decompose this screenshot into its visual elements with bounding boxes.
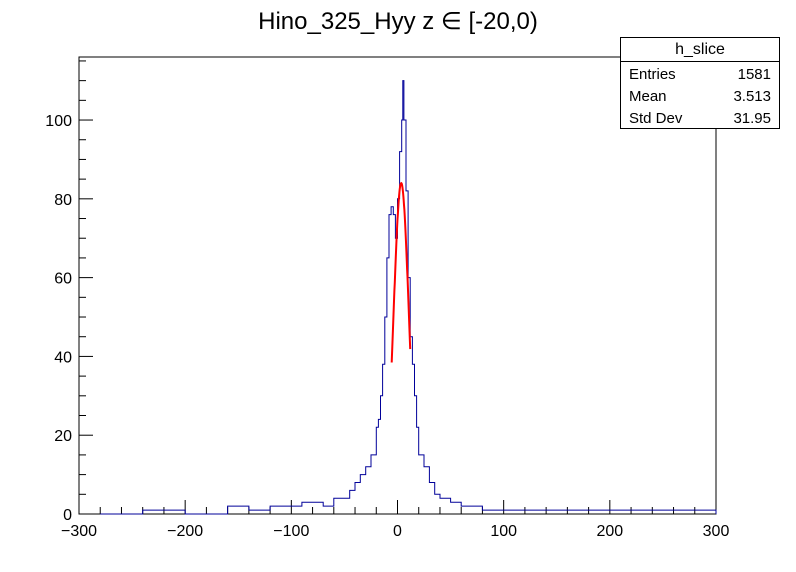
x-tick-label: 200 xyxy=(596,523,623,540)
stats-entries-value: 1581 xyxy=(737,66,771,83)
stats-title: h_slice xyxy=(621,38,779,62)
stats-stddev-value: 31.95 xyxy=(733,110,771,127)
series-layer xyxy=(100,80,717,515)
y-axis: 0 20 40 60 80 100 xyxy=(45,60,93,524)
stats-row-mean: Mean 3.513 xyxy=(629,86,771,108)
y-tick-label: 20 xyxy=(54,428,72,445)
x-tick-label: −200 xyxy=(167,523,203,540)
stats-mean-value: 3.513 xyxy=(733,88,771,105)
x-axis: −300 −200 −100 0 100 200 300 xyxy=(61,500,729,540)
y-tick-label: 0 xyxy=(63,507,72,524)
stats-mean-label: Mean xyxy=(629,88,667,105)
stats-entries-label: Entries xyxy=(629,66,676,83)
y-tick-label: 100 xyxy=(45,113,72,130)
chart-title: Hino_325_Hyy z ∈ [-20,0) xyxy=(258,8,538,35)
gaussian-fit-curve xyxy=(390,181,412,363)
stats-box: h_slice Entries 1581 Mean 3.513 Std Dev … xyxy=(620,37,780,129)
x-tick-label: 300 xyxy=(703,523,730,540)
histogram-series xyxy=(100,80,717,515)
y-tick-label: 80 xyxy=(54,192,72,209)
y-tick-label: 40 xyxy=(54,349,72,366)
x-tick-label: −100 xyxy=(273,523,309,540)
y-tick-label: 60 xyxy=(54,271,72,288)
stats-row-entries: Entries 1581 xyxy=(629,64,771,86)
stats-stddev-label: Std Dev xyxy=(629,110,683,127)
x-tick-label: 100 xyxy=(490,523,517,540)
stats-row-stddev: Std Dev 31.95 xyxy=(629,108,771,130)
x-tick-label: −300 xyxy=(61,523,97,540)
x-tick-label: 0 xyxy=(393,523,402,540)
